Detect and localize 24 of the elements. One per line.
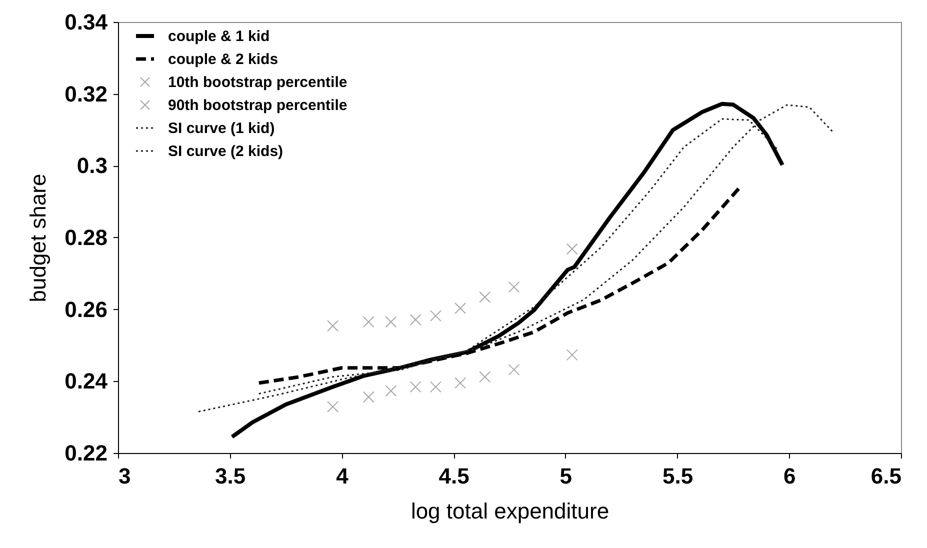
legend-label: couple & 2 kids [168, 51, 278, 68]
y-tick-label: 0.32 [64, 81, 108, 106]
x-tick-label: 5 [560, 464, 572, 488]
y-tick-label: 0.26 [64, 296, 108, 322]
y-tick-label: 0.24 [64, 368, 108, 394]
legend-label: couple & 1 kid [168, 28, 270, 45]
y-tick-label: 0.22 [64, 440, 108, 466]
y-tick-label: 0.3 [76, 153, 108, 178]
x-tick-label: 3.5 [215, 464, 246, 488]
x-tick-label: 4 [336, 464, 350, 488]
legend-label: SI curve (1 kid) [168, 120, 275, 137]
y-axis-title: budget share [26, 174, 51, 302]
y-tick-label: 0.28 [64, 225, 108, 250]
x-tick-label: 6 [784, 464, 796, 488]
legend-label: SI curve (2 kids) [168, 143, 284, 160]
x-axis-title: log total expenditure [410, 498, 610, 524]
legend-label: 10th bootstrap percentile [168, 74, 348, 91]
x-tick-label: 5.5 [662, 464, 694, 488]
x-tick-label: 4.5 [438, 464, 470, 488]
line-series [257, 185, 742, 385]
x-tick-label: 3 [118, 464, 131, 488]
x-tick-label: 6.5 [870, 464, 902, 488]
y-tick-label: 0.34 [64, 10, 108, 34]
legend-label: 90th bootstrap percentile [168, 97, 348, 114]
